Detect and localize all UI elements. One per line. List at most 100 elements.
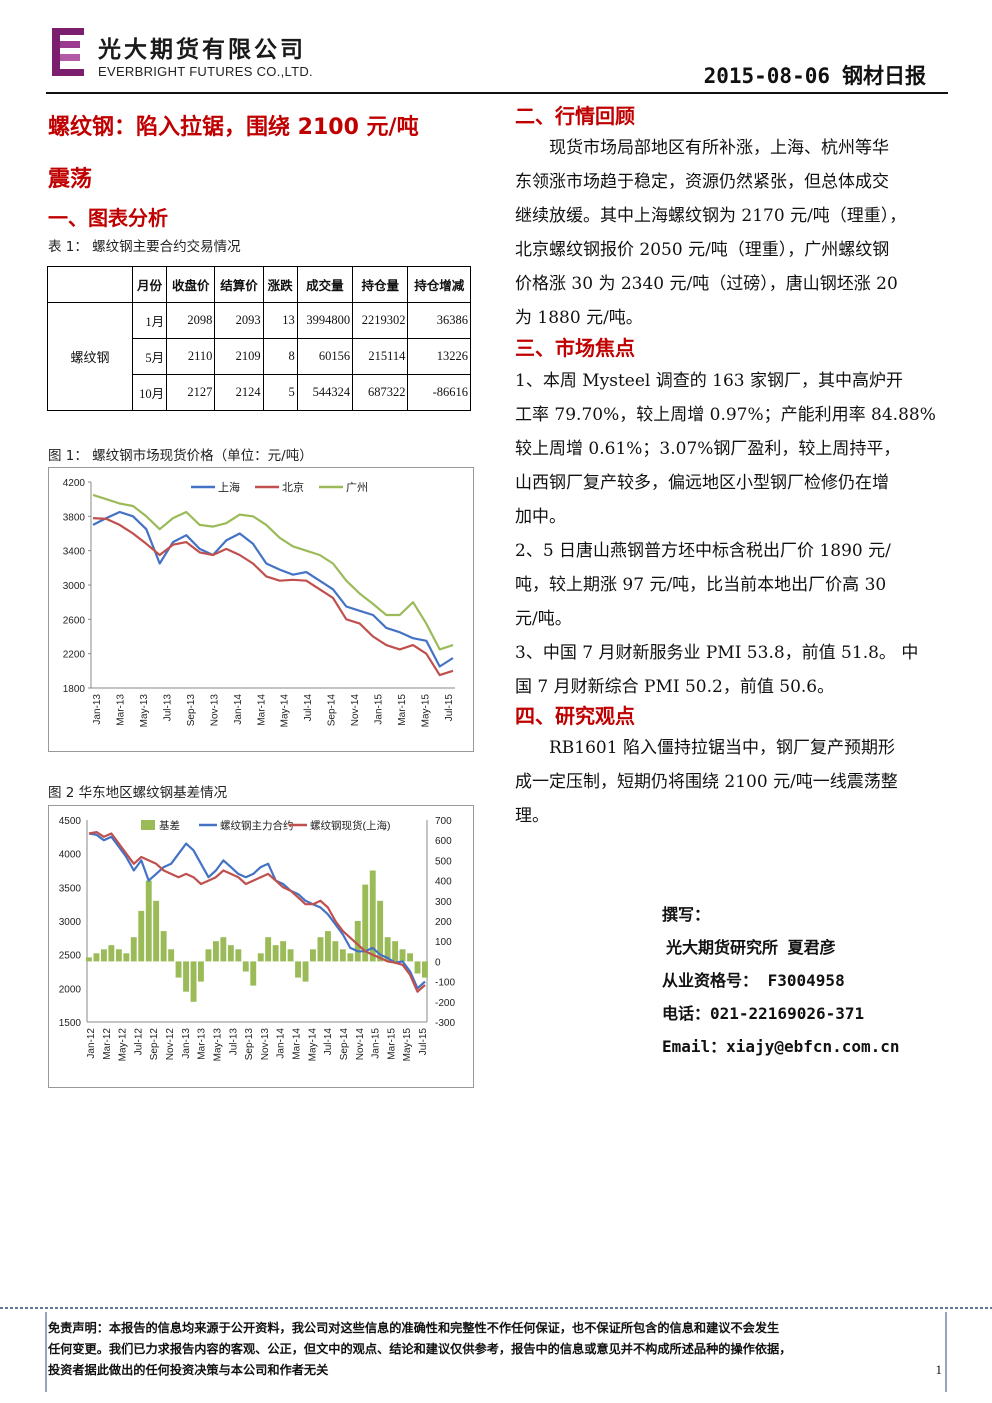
company-logo [52, 28, 84, 76]
basis-bar [287, 949, 294, 962]
x-tick-label: Nov-13 [209, 694, 220, 727]
basis-bar [295, 961, 301, 978]
x-tick-label: Mar-14 [256, 694, 267, 726]
section4-heading: 四、研究观点 [515, 704, 635, 728]
x-tick-label: Jan-14 [276, 1028, 287, 1059]
y-tick-label: 2000 [59, 984, 82, 995]
section2-line: 价格涨 30 为 2340 元/吨（过磅），唐山钢坯涨 20 [515, 274, 898, 294]
y-tick-label: 4500 [59, 816, 82, 827]
basis-bar [250, 961, 257, 986]
legend-label: 螺纹钢现货(上海) [310, 819, 391, 832]
author-license: 从业资格号： F3004958 [662, 971, 845, 990]
table-row: 螺纹钢 1月 2098 2093 13 3994800 2219302 3638… [47, 302, 471, 411]
y-tick-label: 1800 [63, 684, 86, 695]
legend-label: 北京 [282, 480, 304, 494]
series-line-2 [92, 493, 454, 651]
section3-line: 吨，较上期涨 97 元/吨，比当前本地出厂价高 30 [515, 575, 887, 595]
basis-bar [101, 949, 107, 962]
disclaimer-line: 投资者据此做出的任何投资决策与本公司和作者无关 [48, 1363, 329, 1377]
x-tick-label: Jan-15 [371, 1028, 382, 1059]
header-divider [46, 92, 948, 94]
table-cell: 215114 [352, 338, 409, 375]
basis-bar [339, 949, 346, 962]
legend-label: 广州 [346, 481, 368, 494]
table-header-cell: 月份 [131, 266, 168, 303]
section3-line: 加中。 [515, 507, 566, 527]
table-header-cell: 成交量 [296, 266, 354, 303]
author-email: Email：xiajy@ebfcn.com.cn [662, 1037, 900, 1056]
section2-line: 现货市场局部地区有所补涨，上海、杭州等华 [549, 138, 889, 158]
table-header-row: 月份 收盘价 结算价 涨跌 成交量 持仓量 持仓增减 [47, 266, 471, 303]
x-tick-label: Jan-13 [181, 1028, 192, 1059]
company-name-en: EVERBRIGHT FUTURES CO.,LTD. [98, 64, 313, 79]
basis-bar [407, 953, 413, 962]
x-tick-label: Jul-15 [418, 1028, 429, 1056]
basis-bar [235, 949, 242, 962]
x-tick-label: Sep-12 [149, 1028, 160, 1061]
table-cell: 13226 [407, 338, 471, 375]
table-cell: 2098 [166, 302, 216, 339]
table-cell: 2093 [214, 302, 264, 339]
section3-line: 山西钢厂复产较多，偏远地区小型钢厂检修仍在增 [515, 473, 889, 493]
x-tick-label: May-14 [307, 1028, 318, 1062]
figure1-caption: 图 1： 螺纹钢市场现货价格（单位：元/吨） [48, 448, 313, 464]
x-tick-label: Jul-14 [323, 1028, 334, 1056]
basis-bar [369, 870, 376, 962]
report-date: 2015-08-06 [703, 64, 830, 88]
company-name-cn: 光大期货有限公司 [98, 37, 306, 63]
basis-bar [354, 921, 361, 962]
basis-bar [310, 949, 316, 962]
basis-bar [130, 937, 137, 962]
x-tick-label: May-15 [421, 694, 432, 728]
y-tick-label: 3800 [63, 512, 86, 523]
footer-decoration [0, 1307, 992, 1392]
author-block: 撰写： 光大期货研究所 夏君彦 从业资格号： F3004958 电话：021-2… [662, 898, 900, 1063]
x-tick-label: Mar-13 [115, 694, 126, 726]
basis-bar [347, 953, 354, 962]
page-number: 1 [935, 1362, 943, 1377]
table-cell: 544324 [296, 374, 354, 411]
basis-bar [325, 931, 331, 962]
basis-bar [145, 880, 152, 962]
basis-bar [399, 949, 406, 962]
report-title: 钢材日报 [842, 64, 926, 88]
basis-bar [265, 937, 272, 962]
legend-label: 上海 [218, 480, 240, 494]
x-tick-label: Jul-15 [444, 694, 455, 722]
basis-bar [242, 961, 249, 972]
y2-tick-label: -200 [435, 998, 455, 1009]
section1-heading: 一、图表分析 [48, 206, 168, 230]
table-cell: 2110 [166, 338, 216, 375]
x-tick-label: Jul-12 [133, 1028, 144, 1056]
section3-body: 1、本周 Mysteel 调查的 163 家钢厂，其中高炉开 工率 79.70%… [515, 364, 947, 704]
x-tick-label: Jan-13 [92, 694, 103, 725]
author-phone: 电话：021-22169026-371 [662, 1004, 865, 1023]
y-tick-label: 3400 [63, 547, 86, 558]
table-cell: 5月 [131, 338, 168, 375]
basis-bar [317, 937, 324, 962]
x-tick-label: Jan-12 [86, 1028, 97, 1059]
table-header-cell: 结算价 [214, 266, 264, 303]
legend-label: 螺纹钢主力合约 [220, 819, 294, 832]
x-tick-label: Sep-13 [186, 694, 197, 727]
basis-bar [362, 884, 369, 962]
section2-body: 现货市场局部地区有所补涨，上海、杭州等华 东领涨市场趋于稳定，资源仍然紧张，但总… [515, 131, 947, 335]
table-header-cell: 收盘价 [166, 266, 216, 303]
basis-bar [257, 953, 264, 962]
y-tick-label: 3000 [63, 581, 86, 592]
x-tick-label: Jul-13 [162, 694, 173, 722]
basis-bar [183, 961, 189, 992]
table-cell: -86616 [407, 374, 471, 411]
x-tick-label: Mar-14 [292, 1028, 303, 1060]
table-cell: 5 [262, 374, 298, 411]
x-tick-label: Mar-13 [197, 1028, 208, 1060]
table-cell: 3994800 [296, 302, 354, 339]
y2-tick-label: 500 [435, 856, 452, 867]
figure2-chart-box: 4500 4000 3500 3000 2500 2000 1500 700 600 500 400… [48, 805, 474, 1088]
basis-bar [280, 941, 287, 962]
y-tick-label: 3500 [59, 883, 82, 894]
disclaimer-line: 免责声明：本报告的信息均来源于公开资料，我公司对这些信息的准确性和完整性不作任何… [48, 1321, 780, 1335]
series-line-1 [92, 517, 454, 677]
basis-bar [213, 941, 219, 962]
x-tick-label: Mar-15 [386, 1028, 397, 1060]
